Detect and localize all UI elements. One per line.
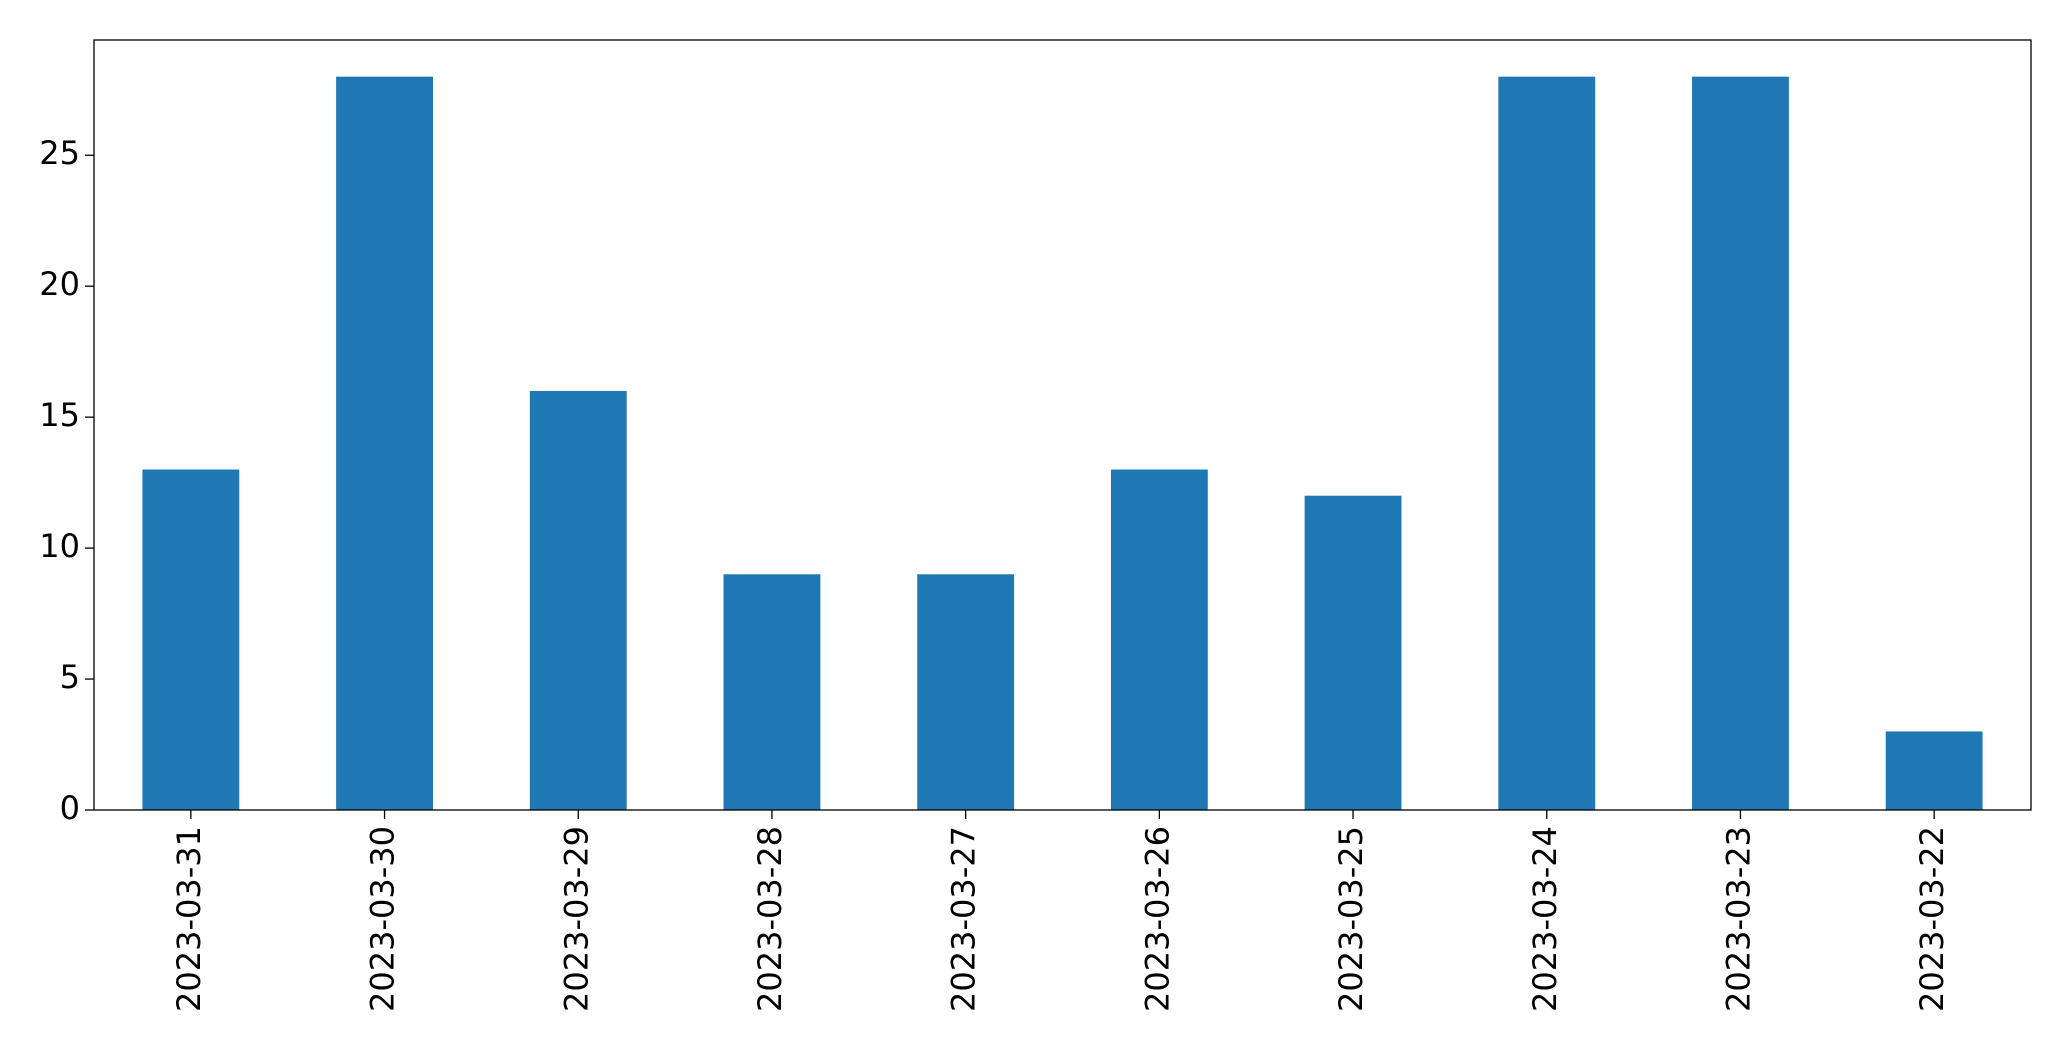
bar — [1885, 731, 1983, 810]
bar — [1304, 495, 1402, 810]
bar — [917, 574, 1015, 810]
bar — [142, 469, 240, 810]
y-tick-label: 20 — [39, 265, 80, 303]
y-tick-label: 0 — [60, 789, 80, 827]
x-tick-label: 2023-03-26 — [1138, 826, 1176, 1012]
x-tick-label: 2023-03-28 — [751, 826, 789, 1012]
bar — [1498, 76, 1596, 810]
y-tick-label: 5 — [60, 658, 80, 696]
x-tick-label: 2023-03-30 — [364, 826, 402, 1012]
bar — [1692, 76, 1789, 810]
x-tick-label: 2023-03-29 — [557, 826, 595, 1012]
x-tick-label: 2023-03-23 — [1719, 826, 1757, 1012]
x-tick-label: 2023-03-27 — [945, 826, 983, 1012]
bar — [336, 76, 433, 810]
x-tick-label: 2023-03-22 — [1913, 826, 1951, 1012]
x-tick-label: 2023-03-25 — [1332, 826, 1370, 1012]
bar — [723, 574, 821, 810]
bar — [529, 390, 627, 810]
y-tick-label: 25 — [39, 134, 80, 172]
y-tick-label: 10 — [39, 527, 80, 565]
x-tick-label: 2023-03-31 — [170, 826, 208, 1012]
y-tick-label: 15 — [39, 396, 80, 434]
plot-frame — [93, 39, 2032, 811]
bar — [1110, 469, 1208, 810]
x-tick-label: 2023-03-24 — [1526, 826, 1564, 1012]
